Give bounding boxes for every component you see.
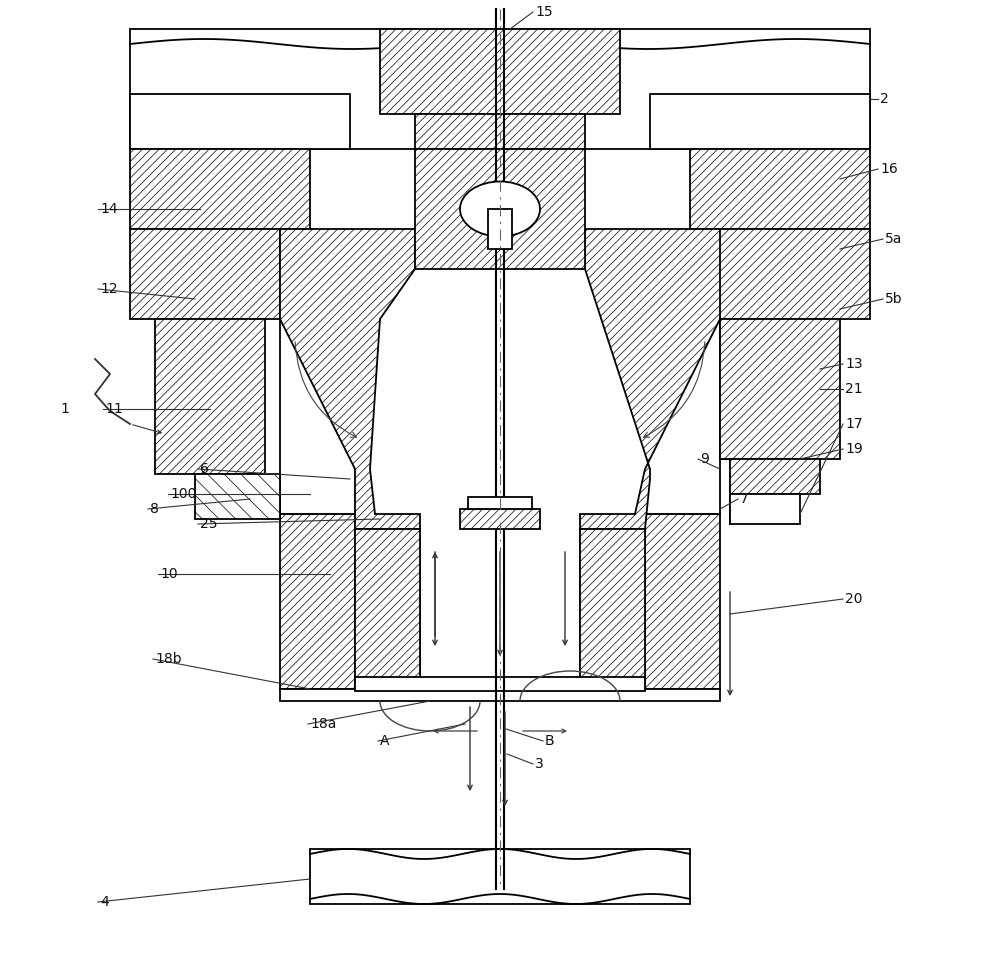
Polygon shape [730, 494, 800, 524]
Polygon shape [580, 229, 720, 529]
Text: 20: 20 [845, 592, 862, 606]
Ellipse shape [460, 181, 540, 236]
Text: 6: 6 [200, 462, 209, 476]
Polygon shape [155, 319, 265, 474]
Text: 18a: 18a [310, 717, 336, 731]
Text: 19: 19 [845, 442, 863, 456]
Polygon shape [380, 29, 620, 114]
Text: 4: 4 [100, 895, 109, 909]
Text: 5a: 5a [885, 232, 902, 246]
Polygon shape [355, 677, 645, 691]
Text: 11: 11 [105, 402, 123, 416]
Polygon shape [488, 209, 512, 249]
Text: 21: 21 [845, 382, 863, 396]
Text: 13: 13 [845, 357, 863, 371]
Text: 10: 10 [160, 567, 178, 581]
Polygon shape [650, 94, 870, 149]
Text: 14: 14 [100, 202, 118, 216]
Polygon shape [415, 114, 585, 149]
Polygon shape [310, 849, 690, 904]
Polygon shape [130, 149, 310, 229]
Text: 100: 100 [170, 487, 196, 501]
Polygon shape [580, 529, 645, 679]
Polygon shape [130, 94, 350, 149]
Text: 15: 15 [535, 5, 553, 19]
Text: 1: 1 [60, 402, 69, 416]
Polygon shape [355, 529, 420, 679]
Text: 8: 8 [150, 502, 159, 516]
Polygon shape [280, 514, 355, 689]
Polygon shape [730, 459, 820, 494]
Text: 7: 7 [740, 492, 749, 506]
Polygon shape [280, 229, 420, 529]
Text: 5b: 5b [885, 292, 903, 306]
Polygon shape [130, 29, 870, 149]
Polygon shape [690, 149, 870, 229]
Text: 18b: 18b [155, 652, 182, 666]
Polygon shape [195, 474, 280, 519]
Polygon shape [415, 149, 585, 269]
Text: 9: 9 [700, 452, 709, 466]
Polygon shape [715, 229, 870, 319]
Text: 16: 16 [880, 162, 898, 176]
Text: 2: 2 [880, 92, 889, 106]
Polygon shape [280, 689, 720, 701]
Polygon shape [130, 229, 280, 319]
Polygon shape [468, 497, 532, 509]
Text: 17: 17 [845, 417, 863, 431]
Polygon shape [460, 509, 540, 529]
Text: A: A [380, 734, 390, 748]
Text: 3: 3 [535, 757, 544, 771]
Polygon shape [645, 514, 720, 689]
Text: B: B [545, 734, 555, 748]
Polygon shape [720, 319, 840, 459]
Text: 25: 25 [200, 517, 218, 531]
Text: 12: 12 [100, 282, 118, 296]
